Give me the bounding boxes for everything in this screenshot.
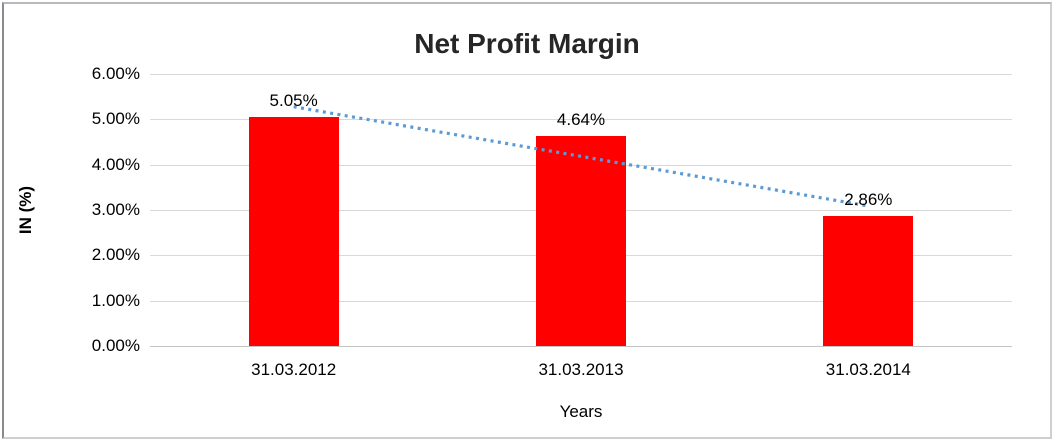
bar-data-label: 5.05% [269,91,318,111]
gridline [150,74,1012,75]
gridline [150,119,1012,121]
y-tick-label: 3.00% [91,200,140,219]
y-tick-label: 1.00% [91,290,140,310]
x-tick-label: 31.03.2013 [538,360,624,379]
plot-area: 5.05% 4.64% 2.86% [150,74,1012,347]
y-tick-label: 4.00% [91,154,140,174]
x-tick-label: 31.03.2014 [825,360,911,379]
y-tick-label: 2.00% [91,245,140,265]
bar-31.03.2014 [823,216,914,346]
bar-data-label: 2.86% [844,190,893,210]
bar-31.03.2013 [536,135,626,346]
y-tick-label: 6.00% [91,64,140,83]
x-axis-title: Years [559,402,603,421]
y-tick-label: 5.00% [91,109,140,129]
trendline [293,105,869,208]
bar-data-label: 4.64% [556,109,606,129]
x-axis-line [150,346,1012,347]
y-axis-title: IN (%) [16,185,35,235]
chart-title: Net Profit Margin [414,28,640,59]
bar-31.03.2012 [248,117,339,346]
x-tick-label: 31.03.2012 [251,360,337,379]
trendline-path [293,105,869,208]
y-tick-label: 0.00% [91,336,140,355]
